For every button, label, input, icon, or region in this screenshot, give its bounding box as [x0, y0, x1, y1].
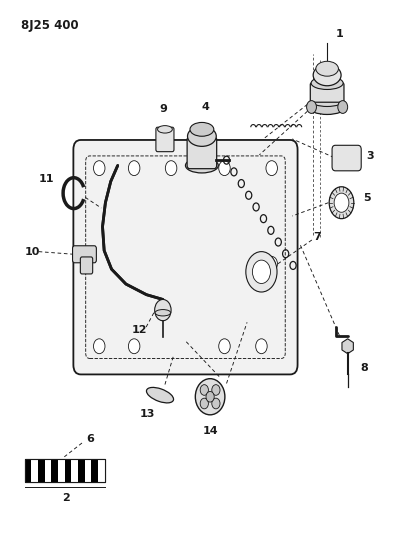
Circle shape: [154, 300, 171, 321]
Bar: [38, 459, 44, 482]
Text: 1: 1: [336, 29, 344, 39]
Circle shape: [256, 339, 267, 354]
Circle shape: [165, 161, 177, 175]
Text: 9: 9: [159, 104, 167, 115]
Circle shape: [219, 161, 230, 175]
Text: 8: 8: [360, 362, 368, 373]
Ellipse shape: [311, 77, 343, 90]
Bar: [24, 459, 105, 482]
FancyBboxPatch shape: [80, 257, 93, 274]
Circle shape: [206, 391, 214, 402]
Ellipse shape: [190, 123, 214, 136]
Text: 10: 10: [25, 247, 40, 256]
Text: 11: 11: [39, 174, 54, 184]
FancyBboxPatch shape: [73, 246, 96, 263]
Bar: [78, 459, 84, 482]
Ellipse shape: [195, 378, 225, 415]
Bar: [31, 459, 38, 482]
Circle shape: [246, 252, 277, 292]
Text: 12: 12: [132, 325, 147, 335]
Ellipse shape: [316, 61, 338, 76]
Text: 5: 5: [363, 193, 370, 204]
Circle shape: [200, 398, 208, 409]
Circle shape: [329, 187, 354, 219]
FancyBboxPatch shape: [187, 137, 217, 168]
Polygon shape: [342, 339, 353, 354]
FancyBboxPatch shape: [332, 146, 361, 171]
Circle shape: [94, 161, 105, 175]
Text: 4: 4: [201, 102, 209, 112]
Text: 6: 6: [86, 434, 94, 445]
Bar: [58, 459, 65, 482]
Bar: [91, 459, 98, 482]
Bar: [51, 459, 58, 482]
Ellipse shape: [187, 126, 216, 147]
FancyBboxPatch shape: [73, 140, 297, 374]
Circle shape: [94, 339, 105, 354]
Circle shape: [200, 385, 208, 395]
Ellipse shape: [147, 387, 173, 403]
Circle shape: [266, 161, 277, 175]
Circle shape: [253, 260, 270, 284]
Text: 13: 13: [140, 409, 155, 419]
Circle shape: [266, 256, 277, 271]
Circle shape: [212, 398, 220, 409]
Text: 3: 3: [366, 151, 374, 161]
FancyBboxPatch shape: [156, 127, 174, 152]
Circle shape: [307, 101, 316, 114]
Ellipse shape: [313, 64, 341, 86]
Text: 14: 14: [203, 426, 219, 436]
Circle shape: [219, 339, 230, 354]
Bar: [44, 459, 51, 482]
Circle shape: [338, 101, 348, 114]
Ellipse shape: [157, 126, 172, 133]
Bar: [65, 459, 71, 482]
Text: 8J25 400: 8J25 400: [21, 19, 79, 33]
Circle shape: [334, 193, 349, 212]
Circle shape: [212, 385, 220, 395]
Ellipse shape: [311, 95, 344, 107]
Ellipse shape: [309, 100, 346, 115]
Text: 7: 7: [313, 232, 321, 243]
Text: 2: 2: [62, 494, 70, 504]
Bar: [71, 459, 78, 482]
Bar: [24, 459, 31, 482]
Bar: [24, 459, 105, 482]
FancyBboxPatch shape: [310, 83, 344, 102]
Bar: [84, 459, 91, 482]
Ellipse shape: [185, 158, 218, 173]
Circle shape: [129, 161, 140, 175]
Bar: [98, 459, 105, 482]
Circle shape: [129, 339, 140, 354]
Ellipse shape: [155, 310, 171, 316]
